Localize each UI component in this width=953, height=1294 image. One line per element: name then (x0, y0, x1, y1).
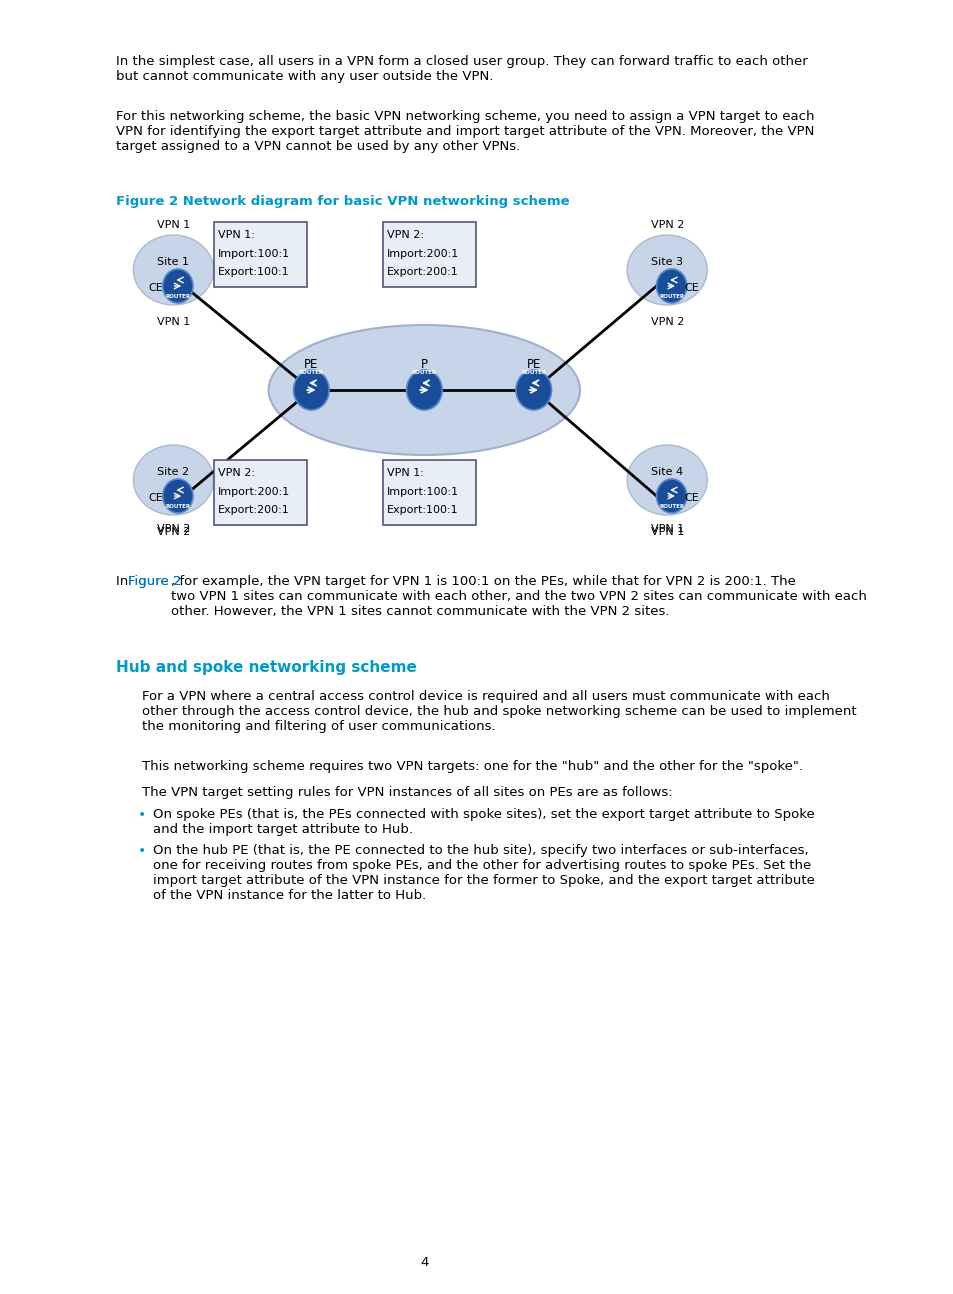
Text: Figure 2 Network diagram for basic VPN networking scheme: Figure 2 Network diagram for basic VPN n… (115, 195, 569, 208)
Text: •: • (138, 844, 146, 858)
Text: For a VPN where a central access control device is required and all users must c: For a VPN where a central access control… (142, 690, 856, 732)
Text: In: In (115, 575, 132, 587)
FancyBboxPatch shape (213, 459, 307, 525)
Text: VPN 2: VPN 2 (156, 527, 190, 537)
Text: This networking scheme requires two VPN targets: one for the "hub" and the other: This networking scheme requires two VPN … (142, 760, 802, 773)
Text: VPN 2: VPN 2 (650, 220, 683, 230)
Text: Site 2: Site 2 (157, 467, 190, 477)
Text: In the simplest case, all users in a VPN form a closed user group. They can forw: In the simplest case, all users in a VPN… (115, 56, 806, 83)
Circle shape (163, 479, 193, 512)
Text: PE: PE (304, 357, 318, 370)
Text: For this networking scheme, the basic VPN networking scheme, you need to assign : For this networking scheme, the basic VP… (115, 110, 813, 153)
Ellipse shape (133, 236, 213, 305)
Text: Figure 2: Figure 2 (128, 575, 181, 587)
Text: ROUTER: ROUTER (165, 294, 191, 299)
Text: VPN 1: VPN 1 (650, 524, 683, 534)
Text: Site 1: Site 1 (157, 258, 190, 267)
Text: VPN 1:: VPN 1: (387, 468, 423, 477)
Text: CE: CE (148, 283, 163, 292)
Text: ROUTER: ROUTER (298, 370, 324, 375)
FancyBboxPatch shape (382, 459, 476, 525)
Text: ROUTER: ROUTER (659, 503, 683, 509)
Text: VPN 1: VPN 1 (156, 317, 190, 327)
Ellipse shape (269, 325, 579, 455)
Text: CE: CE (148, 493, 163, 503)
Text: On the hub PE (that is, the PE connected to the hub site), specify two interface: On the hub PE (that is, the PE connected… (152, 844, 814, 902)
Text: Export:100:1: Export:100:1 (217, 267, 290, 277)
Text: Export:200:1: Export:200:1 (217, 505, 290, 515)
Text: CE: CE (684, 283, 699, 292)
Text: Import:100:1: Import:100:1 (217, 248, 290, 259)
Text: P: P (420, 357, 427, 370)
Text: Import:100:1: Import:100:1 (387, 487, 458, 497)
Text: VPN 1:: VPN 1: (217, 230, 254, 239)
Text: ROUTER: ROUTER (165, 503, 191, 509)
Text: On spoke PEs (that is, the PEs connected with spoke sites), set the export targe: On spoke PEs (that is, the PEs connected… (152, 807, 814, 836)
Text: VPN 2: VPN 2 (156, 524, 190, 534)
Text: Export:200:1: Export:200:1 (387, 267, 458, 277)
Text: PE: PE (526, 357, 540, 370)
FancyBboxPatch shape (382, 223, 476, 287)
Text: 4: 4 (419, 1255, 428, 1268)
Ellipse shape (626, 445, 706, 515)
Text: ROUTER: ROUTER (659, 294, 683, 299)
Text: Import:200:1: Import:200:1 (217, 487, 290, 497)
Text: Export:100:1: Export:100:1 (387, 505, 458, 515)
Circle shape (516, 370, 551, 410)
Text: VPN 2: VPN 2 (650, 317, 683, 327)
Circle shape (656, 269, 686, 303)
Text: Site 4: Site 4 (651, 467, 682, 477)
Circle shape (294, 370, 329, 410)
FancyBboxPatch shape (213, 223, 307, 287)
Text: •: • (138, 807, 146, 822)
Circle shape (656, 479, 686, 512)
Ellipse shape (626, 236, 706, 305)
Text: The VPN target setting rules for VPN instances of all sites on PEs are as follow: The VPN target setting rules for VPN ins… (142, 785, 672, 798)
Text: ROUTER: ROUTER (520, 370, 546, 375)
Text: VPN 1: VPN 1 (650, 527, 683, 537)
Text: Figure 2: Figure 2 (128, 575, 181, 587)
Text: , for example, the VPN target for VPN 1 is 100:1 on the PEs, while that for VPN : , for example, the VPN target for VPN 1 … (171, 575, 865, 619)
Circle shape (406, 370, 441, 410)
Text: VPN 1: VPN 1 (156, 220, 190, 230)
Text: CE: CE (684, 493, 699, 503)
Circle shape (163, 269, 193, 303)
Text: Hub and spoke networking scheme: Hub and spoke networking scheme (115, 660, 416, 675)
Text: ROUTER: ROUTER (412, 370, 436, 375)
Text: Site 3: Site 3 (651, 258, 682, 267)
Ellipse shape (133, 445, 213, 515)
Text: Import:200:1: Import:200:1 (387, 248, 458, 259)
Text: VPN 2:: VPN 2: (387, 230, 423, 239)
Text: VPN 2:: VPN 2: (217, 468, 254, 477)
